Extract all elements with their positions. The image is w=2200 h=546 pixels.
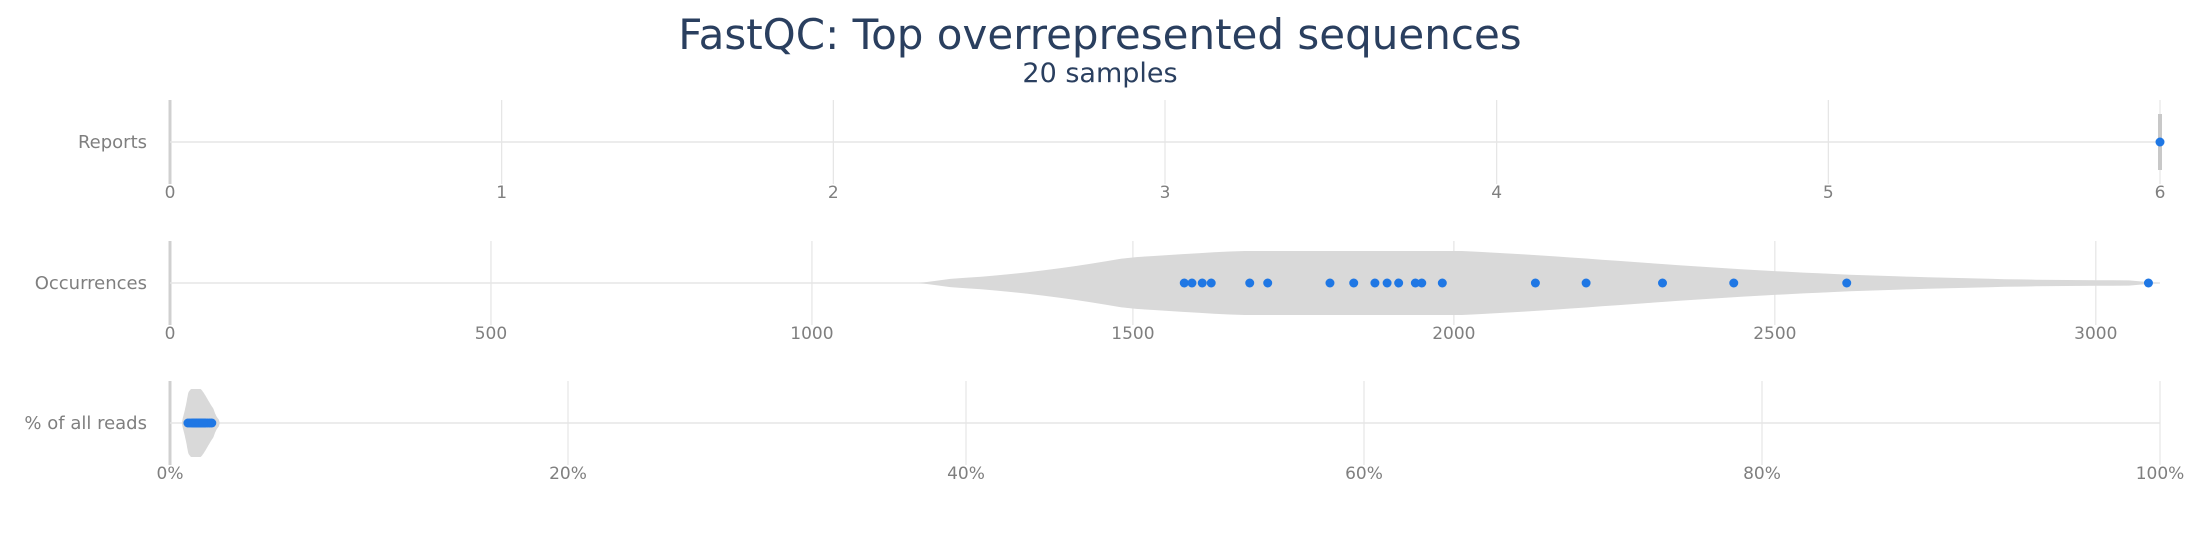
tick-label: 40% [947, 464, 985, 484]
tick-label: 0% [157, 464, 184, 484]
sample-point [2143, 278, 2153, 288]
tick-label: 2500 [1753, 324, 1796, 344]
sample-point [1187, 278, 1197, 288]
sample-point [1382, 278, 1392, 288]
sample-point [198, 418, 208, 428]
sample-point [1206, 278, 1216, 288]
sample-point [1658, 278, 1667, 288]
row-label: Occurrences [35, 273, 147, 294]
sample-point [1197, 278, 1207, 288]
tick-label: 60% [1345, 464, 1383, 484]
tick-label: 5 [1823, 183, 1834, 203]
sample-point [1370, 278, 1380, 288]
sample-point [2155, 137, 2165, 147]
tick-label: 1500 [1111, 324, 1154, 344]
sample-point [1179, 278, 1189, 288]
sample-point [1437, 278, 1447, 288]
sample-point [1417, 278, 1427, 288]
tick-label: 500 [475, 324, 507, 344]
row-label: Reports [78, 132, 147, 153]
tick-label: 3000 [2074, 324, 2117, 344]
sample-point [1729, 278, 1739, 288]
sample-point [1325, 278, 1335, 288]
tick-label: 1000 [790, 324, 833, 344]
sample-point [1394, 278, 1404, 288]
tick-label: 100% [2136, 464, 2185, 484]
sample-point [1349, 278, 1359, 288]
sample-point [1410, 278, 1420, 288]
tick-label: 2000 [1432, 324, 1475, 344]
chart-subtitle: 20 samples [1022, 58, 1178, 89]
row-label: % of all reads [24, 413, 147, 434]
tick-label: 4 [1491, 183, 1502, 203]
sample-point [1842, 278, 1852, 288]
tick-label: 20% [549, 464, 587, 484]
sample-point [1263, 278, 1273, 288]
tick-label: 0 [165, 324, 176, 344]
chart-title: FastQC: Top overrepresented sequences [678, 10, 1522, 59]
tick-label: 1 [496, 183, 507, 203]
tick-label: 3 [1160, 183, 1171, 203]
sample-point [1245, 278, 1255, 288]
tick-label: 80% [1743, 464, 1781, 484]
sample-point [207, 418, 217, 428]
tick-label: 0 [165, 183, 176, 203]
tick-label: 2 [828, 183, 839, 203]
sample-point [1581, 278, 1591, 288]
tick-label: 6 [2155, 183, 2166, 203]
sample-point [1530, 278, 1540, 288]
